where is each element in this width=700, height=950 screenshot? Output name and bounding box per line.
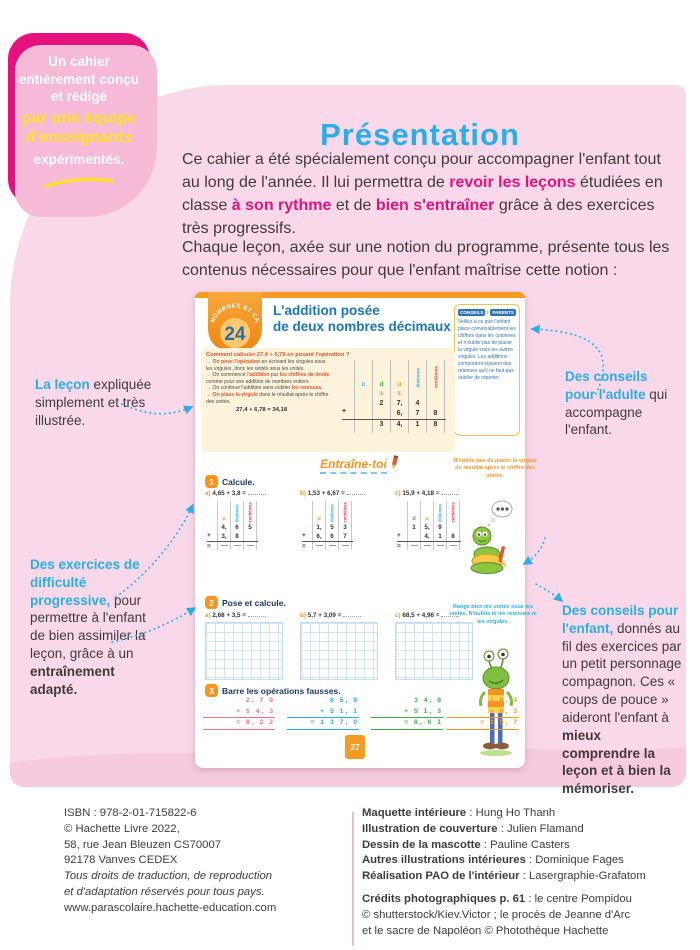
credits-block: Maquette intérieure : Hung Ho Thanh Illu… <box>362 806 692 940</box>
parents-tag: PARENTS <box>490 309 516 316</box>
exercise-1-header: 1 Calcule. <box>205 475 255 488</box>
method-steps: → On pose l'opération en écrivant les vi… <box>206 359 330 405</box>
isbn-line: ISBN : 978-2-01-715822-6 <box>64 807 197 819</box>
rights-line: Tous droits de traduction, de reproducti… <box>64 870 273 883</box>
lesson-title: L'addition posée de deux nombres décimau… <box>273 303 451 334</box>
method-result: 27,4 + 6,78 = 34,18 <box>236 407 288 414</box>
lesson-method-box: Comment calculer 27,4 + 6,78 en posant l… <box>201 348 455 452</box>
address-line: 58, rue Jean Bleuzen CS70007 <box>64 838 222 851</box>
address-line: 92178 Vanves CEDEX <box>64 854 178 867</box>
exercise-1-item-b: b) 1,53 + 6,67 = + = u 1, 6, dixièmes 5 6 ce… <box>300 488 392 550</box>
badge-line: entièrement conçu <box>18 71 140 87</box>
publisher-claim-badge: Un cahier entièrement conçu et rédigé pa… <box>8 33 157 217</box>
mascot-caterpillar-illustration <box>470 500 513 574</box>
annotation-child-advice: Des conseils pour l'enfant, donnés au fi… <box>562 603 682 797</box>
credit-line: Illustration de couverture : Julien Flam… <box>362 822 584 835</box>
mascot-tip-1: N'oublie pas de placer la virgule du rés… <box>453 458 537 479</box>
parents-advice-text: Veillez à ce que l'enfant place convenab… <box>458 319 516 381</box>
copyright-line: © Hachette Livre 2022, <box>64 822 180 835</box>
operation-2: 8 5, 9 + 5 1, 1 = 1 3 7, 0 <box>287 696 359 730</box>
lightbulb-icon <box>486 310 490 315</box>
yellow-swoosh-underline-icon <box>44 177 114 188</box>
answer-grid <box>395 622 473 680</box>
footer-divider <box>352 812 354 946</box>
mascot-tip-2: Range bien les unités sous les unités. N… <box>449 604 537 625</box>
annotation-lesson: La leçon expliquée simplement et très il… <box>35 377 152 428</box>
photo-credits: Crédits photographiques p. 61 : le centr… <box>362 893 632 937</box>
sample-lesson-page: NOMBRES ET CALCULS 24 L'addition posée d… <box>195 292 537 768</box>
exercise-2-item-b: b) 5,7 + 3,09 = <box>300 610 390 680</box>
badge-line: expérimentés. <box>33 152 125 168</box>
intro-paragraph-2: Chaque leçon, axée sur une notion du pro… <box>182 239 670 280</box>
credit-line: Réalisation PAO de l'intérieur : Lasergr… <box>362 870 646 883</box>
operation-1: 2, 7 9 + 5 4, 3 = 8, 2 2 <box>203 696 275 730</box>
method-question: Comment calculer 27,4 + 6,78 en posant l… <box>206 352 350 358</box>
lesson-header-band <box>195 292 525 298</box>
credit-line: Autres illustrations intérieures : Domin… <box>362 854 624 867</box>
website-line: www.parascolaire.hachette-education.com <box>64 901 277 914</box>
mascot-frog-illustration <box>479 648 513 756</box>
imprint-block: ISBN : 978-2-01-715822-6 © Hachette Livr… <box>64 806 276 917</box>
conseils-tag: CONSEILS <box>458 309 486 316</box>
exercise-number-badge: 2 <box>205 596 218 609</box>
badge-line: Un cahier <box>48 54 110 69</box>
page-title: Présentation <box>320 116 520 152</box>
worked-addition-table: + c d ① 2 3 u ① 7, <box>342 360 446 433</box>
pencil-icon <box>391 455 398 470</box>
intro-paragraph-1: Ce cahier a été spécialement conçu pour … <box>182 151 663 238</box>
answer-grid <box>300 622 378 680</box>
practice-banner: Entraîne-toi <box>195 455 525 474</box>
badge-line-highlight: par une équipe d'enseignants <box>22 109 136 146</box>
exercise-2-item-c: c) 68,5 + 4,96 = <box>395 610 485 680</box>
annotation-adult-advice: Des conseils pour l'adulte qui accompagn… <box>565 369 668 438</box>
lesson-number: 24 <box>224 324 246 345</box>
operation-3: 3 4, 8 + 5 1, 3 = 8, 6 1 <box>371 696 443 730</box>
credit-line: Maquette intérieure : Hung Ho Thanh <box>362 807 556 819</box>
exercise-1-item-a: a) 4,65 + 3,8 = + = u 4, 3, dixièmes 6 8 cen… <box>205 488 297 550</box>
parents-advice-box: CONSEILS PARENTS Veillez à ce que l'enfa… <box>454 304 520 436</box>
exercise-3-header: 3 Barre les opérations fausses. <box>205 684 341 697</box>
rights-line: et d'adaptation réservés pour tous pays. <box>64 886 265 899</box>
exercise-2-item-a: a) 2,68 + 3,5 = <box>205 610 295 680</box>
annotation-exercises: Des exercices de difficulté progressive,… <box>30 557 146 697</box>
exercise-2-header: 2 Pose et calcule. <box>205 596 286 609</box>
exercise-number-badge: 1 <box>205 475 218 488</box>
page-number-tab: 27 <box>345 735 365 759</box>
credit-line: Dessin de la mascotte : Pauline Casters <box>362 838 570 851</box>
exercise-number-badge: 3 <box>205 684 218 697</box>
badge-line: et rédigé <box>50 89 108 105</box>
operation-4: 1 9, 4 + 6, 3 = 2 5, 7 <box>447 696 519 730</box>
answer-grid <box>205 622 283 680</box>
lesson-number-badge: NOMBRES ET CALCULS 24 <box>207 292 262 353</box>
